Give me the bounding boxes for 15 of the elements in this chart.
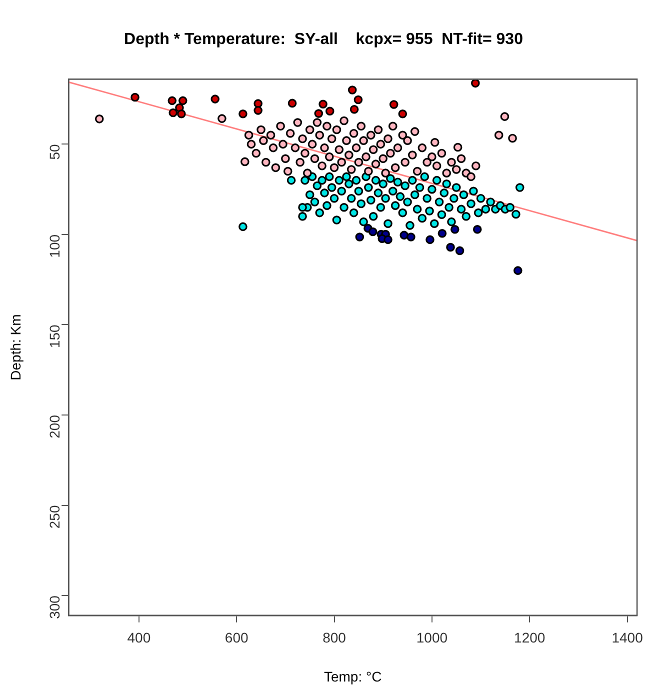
x-tick-label: 800	[322, 630, 346, 646]
x-axis-title: Temp: °C	[324, 668, 382, 684]
x-tick-label: 1000	[416, 630, 448, 646]
x-tick-label: 1400	[612, 630, 644, 646]
x-tick-label: 600	[224, 630, 248, 646]
x-tick-label: 400	[127, 630, 151, 646]
x-tick-label: 1200	[514, 630, 546, 646]
y-tick-label: 200	[46, 414, 62, 438]
y-tick-label: 100	[46, 234, 62, 258]
y-tick-label: 300	[46, 595, 62, 619]
y-axis-title: Depth: Km	[7, 314, 24, 380]
chart-title: Depth * Temperature: SY-all kcpx= 955 NT-fit= 930	[124, 31, 524, 48]
y-tick-label: 150	[46, 324, 62, 348]
y-tick-label: 50	[46, 144, 62, 160]
y-tick-label: 250	[46, 505, 62, 529]
